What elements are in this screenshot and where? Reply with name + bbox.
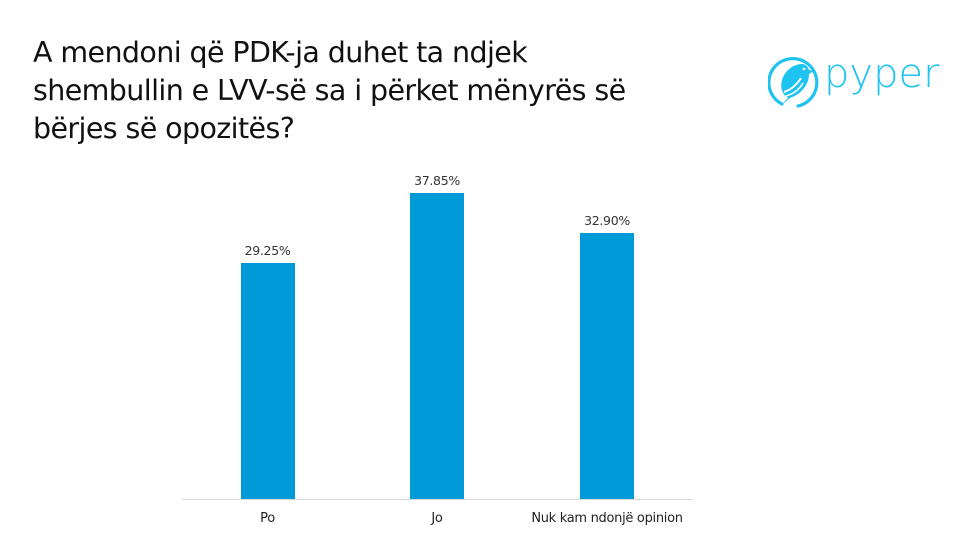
chart-title: A mendoni që PDK-ja duhet ta ndjek shemb…	[33, 34, 723, 148]
value-label: 32.90%	[584, 213, 630, 228]
category-label: Po	[260, 511, 275, 526]
logo-text: pyper	[824, 51, 940, 97]
value-label: 37.85%	[414, 173, 460, 188]
pyper-logo: pyper	[768, 50, 948, 112]
category-label: Nuk kam ndonjë opinion	[531, 511, 683, 526]
category-label: Jo	[431, 511, 443, 526]
title-line-2: shembullin e LVV-së sa i përket mënyrës …	[33, 74, 626, 107]
bar-2	[580, 233, 634, 499]
value-label: 29.25%	[244, 243, 291, 258]
bird-in-circle-icon	[768, 56, 819, 108]
title-line-3: bërjes së opozitës?	[33, 112, 295, 145]
title-line-1: A mendoni që PDK-ja duhet ta ndjek	[33, 36, 528, 69]
bar-0	[240, 263, 295, 499]
bar-1	[410, 193, 464, 499]
x-axis-line	[182, 499, 693, 500]
